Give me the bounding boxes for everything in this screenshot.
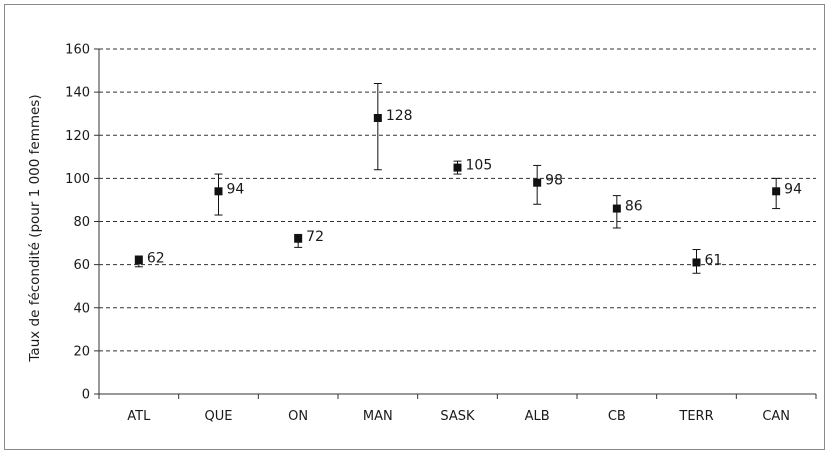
y-tick-label: 100 (65, 172, 90, 187)
y-tick-label: 120 (65, 129, 90, 144)
data-label: 86 (625, 199, 643, 215)
y-tick-label: 40 (73, 301, 90, 316)
y-tick-label: 20 (73, 344, 90, 359)
data-label: 98 (545, 173, 563, 189)
data-point-terr: 61 (692, 249, 723, 274)
data-label: 62 (147, 250, 165, 266)
x-category-label: SASK (440, 409, 475, 424)
data-label: 105 (466, 158, 493, 174)
gridlines (99, 48, 816, 352)
data-point-on: 72 (294, 229, 324, 248)
data-point-atl: 62 (134, 250, 165, 268)
y-tick-label: 60 (73, 258, 90, 273)
data-marker (214, 187, 223, 196)
y-tick-label: 0 (82, 388, 90, 403)
data-marker (373, 114, 382, 122)
data-label: 128 (386, 108, 413, 124)
x-category-labels: ATL QUE ON MAN SASK ALB CB TERR CAN (127, 409, 790, 424)
data-label: 61 (705, 252, 723, 268)
data-marker (134, 256, 143, 265)
x-category-label: ON (288, 409, 308, 424)
y-tick-label: 80 (73, 215, 90, 230)
y-axis-title: Taux de fécondité (pour 1 000 femmes) (27, 94, 43, 362)
y-tick-labels: 0 20 40 60 80 100 120 140 160 (65, 43, 90, 403)
data-marker (692, 258, 701, 267)
data-label: 94 (227, 181, 245, 197)
chart-frame: 0 20 40 60 80 100 120 140 160 ATL QUE ON MAN SASK ALB… (4, 4, 825, 450)
data-label: 94 (784, 181, 802, 197)
series-points: 62 94 72 128 105 98 86 61 94 (134, 83, 802, 274)
x-category-label: CAN (762, 409, 790, 424)
data-marker (612, 204, 621, 213)
x-category-label: QUE (205, 409, 233, 424)
x-category-label: ALB (525, 409, 550, 424)
x-category-label: TERR (678, 409, 713, 424)
y-tick-label: 160 (65, 43, 90, 58)
data-point-alb: 98 (533, 164, 563, 205)
data-point-can: 94 (772, 177, 802, 210)
x-category-label: MAN (363, 409, 393, 424)
data-point-sask: 105 (453, 158, 493, 175)
data-marker (772, 187, 781, 196)
data-point-man: 128 (373, 83, 413, 171)
data-marker (533, 178, 542, 187)
y-tick-label: 140 (65, 86, 90, 101)
error-bar-chart: 0 20 40 60 80 100 120 140 160 ATL QUE ON MAN SASK ALB… (27, 43, 817, 424)
data-point-que: 94 (214, 173, 245, 216)
data-marker (294, 234, 303, 243)
x-category-label: CB (608, 409, 626, 424)
data-point-cb: 86 (612, 195, 643, 229)
data-label: 72 (306, 229, 324, 245)
x-category-label: ATL (127, 409, 151, 424)
data-marker (453, 163, 462, 172)
axes (94, 48, 817, 399)
